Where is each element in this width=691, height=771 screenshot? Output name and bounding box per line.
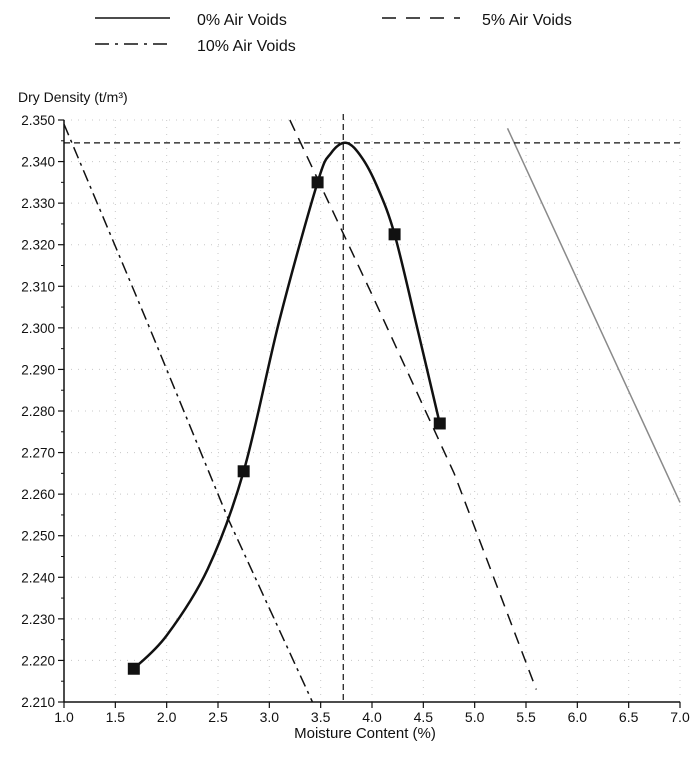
air-void-lines xyxy=(63,119,681,703)
axis-ticks: 1.0 1.5 2.0 2.5 3.0 3.5 4.0 4.5 5.0 5.5 6.0 6.5 7.0 2… xyxy=(21,113,690,725)
legend-label-0pct: 0% Air Voids xyxy=(197,12,287,29)
y-tick-label: 2.350 xyxy=(21,113,55,128)
data-point xyxy=(388,228,401,241)
air-void-line-10pct xyxy=(63,123,314,703)
y-tick-label: 2.220 xyxy=(21,653,55,668)
data-point xyxy=(127,662,140,675)
x-tick-label: 3.0 xyxy=(260,709,280,725)
x-tick-label: 6.5 xyxy=(619,709,639,725)
x-tick-label: 5.0 xyxy=(465,709,485,725)
y-tick-label: 2.280 xyxy=(21,404,55,419)
data-point xyxy=(237,465,250,478)
legend: 0% Air Voids 5% Air Voids 10% Air Voids xyxy=(95,12,572,55)
x-tick-label: 5.5 xyxy=(516,709,536,725)
y-tick-label: 2.340 xyxy=(21,155,55,170)
y-tick-label: 2.300 xyxy=(21,321,55,336)
data-point xyxy=(433,417,446,430)
x-tick-label: 4.0 xyxy=(362,709,382,725)
y-tick-label: 2.270 xyxy=(21,446,55,461)
y-axis-label: Dry Density (t/m³) xyxy=(18,89,128,105)
grid xyxy=(64,119,681,702)
y-tick-label: 2.290 xyxy=(21,362,55,377)
compaction-points xyxy=(127,176,446,675)
data-point xyxy=(311,176,324,189)
x-tick-label: 1.0 xyxy=(54,709,74,725)
x-tick-label: 7.0 xyxy=(670,709,690,725)
reference-lines xyxy=(64,114,680,702)
y-tick-label: 2.240 xyxy=(21,570,55,585)
x-tick-label: 4.5 xyxy=(414,709,434,725)
y-tick-label: 2.210 xyxy=(21,695,55,710)
x-axis-label: Moisture Content (%) xyxy=(294,725,436,742)
legend-label-10pct: 10% Air Voids xyxy=(197,38,296,55)
y-tick-label: 2.310 xyxy=(21,279,55,294)
y-tick-label: 2.230 xyxy=(21,612,55,627)
y-tick-label: 2.330 xyxy=(21,196,55,211)
legend-label-5pct: 5% Air Voids xyxy=(482,12,572,29)
air-void-line-0pct xyxy=(506,128,681,503)
air-void-line-5pct xyxy=(289,119,537,690)
y-tick-label: 2.260 xyxy=(21,487,55,502)
x-tick-label: 3.5 xyxy=(311,709,331,725)
x-tick-label: 6.0 xyxy=(568,709,588,725)
x-tick-label: 1.5 xyxy=(106,709,126,725)
x-tick-label: 2.0 xyxy=(157,709,177,725)
y-tick-label: 2.320 xyxy=(21,238,55,253)
y-tick-label: 2.250 xyxy=(21,529,55,544)
compaction-curve xyxy=(132,141,441,670)
x-tick-label: 2.5 xyxy=(208,709,228,725)
